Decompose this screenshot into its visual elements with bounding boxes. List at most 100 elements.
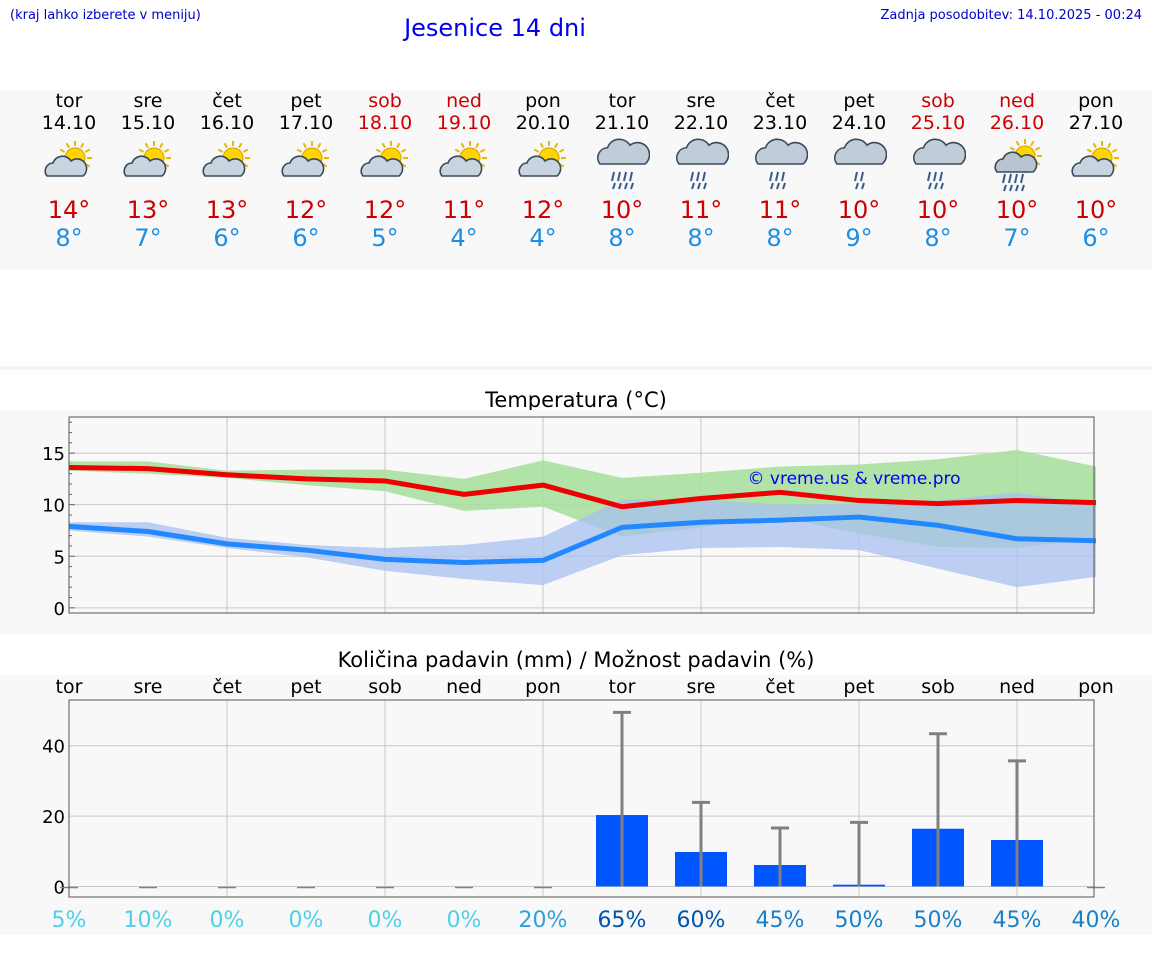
day-date: 17.10 bbox=[278, 112, 334, 134]
forecast-strip bbox=[0, 90, 1152, 270]
y-tick-label: 40 bbox=[42, 737, 65, 758]
day-column: pet 17.10 12° 6° bbox=[266, 90, 346, 252]
min-temperature: 6° bbox=[1082, 224, 1110, 252]
day-name: ned bbox=[446, 90, 482, 112]
precip-day-label: sre bbox=[134, 676, 163, 698]
max-temperature: 12° bbox=[521, 196, 565, 224]
day-name: pon bbox=[525, 90, 561, 112]
min-temperature: 9° bbox=[845, 224, 873, 252]
day-name: sob bbox=[368, 90, 402, 112]
day-date: 18.10 bbox=[357, 112, 413, 134]
min-temperature: 8° bbox=[766, 224, 794, 252]
precipitation-probability: 45% bbox=[993, 908, 1042, 933]
max-temperature: 10° bbox=[995, 196, 1039, 224]
precipitation-probability: 0% bbox=[447, 908, 482, 933]
precipitation-probability: 50% bbox=[835, 908, 884, 933]
day-date: 26.10 bbox=[989, 112, 1045, 134]
day-date: 22.10 bbox=[673, 112, 729, 134]
min-temperature-line bbox=[68, 514, 1097, 565]
max-temperature: 14° bbox=[47, 196, 91, 224]
precipitation-probability: 5% bbox=[52, 908, 87, 933]
rain-heavy-icon bbox=[594, 138, 651, 194]
rain-icon bbox=[752, 138, 809, 194]
y-tick-label: 5 bbox=[54, 547, 65, 568]
day-column: pon 27.10 10° 6° bbox=[1056, 90, 1136, 252]
rain-icon bbox=[673, 138, 730, 194]
y-tick-label: 10 bbox=[42, 496, 65, 517]
partly-cloudy-icon bbox=[1068, 138, 1124, 194]
day-column: tor 21.10 10° 8° bbox=[582, 90, 662, 252]
precip-day-label: čet bbox=[765, 676, 795, 698]
min-temperature: 7° bbox=[1003, 224, 1031, 252]
day-column: pon 20.10 12° 4° bbox=[503, 90, 583, 252]
precip-day-label: tor bbox=[609, 676, 636, 698]
precipitation-chart: tor sre čet pet sob ned pon tor sre čet pet sob ned p… bbox=[42, 676, 1121, 933]
location-hint[interactable]: (kraj lahko izberete v meniju) bbox=[10, 8, 201, 23]
day-column: sob 18.10 12° 5° bbox=[345, 90, 425, 252]
day-column: tor 14.10 14° 8° bbox=[29, 90, 109, 252]
y-tick-label: 0 bbox=[54, 877, 65, 898]
max-temperature-line bbox=[68, 465, 1097, 510]
min-temperature: 7° bbox=[134, 224, 162, 252]
max-temperature: 12° bbox=[363, 196, 407, 224]
precip-day-label: sob bbox=[368, 676, 402, 698]
precipitation-probability: 20% bbox=[519, 908, 568, 933]
max-temperature: 11° bbox=[758, 196, 802, 224]
rain-icon bbox=[910, 138, 967, 194]
day-date: 27.10 bbox=[1068, 112, 1124, 134]
precip-day-label: pet bbox=[843, 676, 874, 698]
y-tick-label: 15 bbox=[42, 444, 65, 465]
precipitation-probability: 60% bbox=[677, 908, 726, 933]
day-date: 23.10 bbox=[752, 112, 808, 134]
divider bbox=[0, 366, 1152, 370]
max-temperature: 11° bbox=[442, 196, 486, 224]
day-name: pet bbox=[290, 90, 322, 112]
partly-cloudy-icon bbox=[41, 138, 97, 194]
precipitation-probability: 65% bbox=[598, 908, 647, 933]
precip-day-label: čet bbox=[212, 676, 242, 698]
precipitation-chart-title: Količina padavin (mm) / Možnost padavin … bbox=[337, 648, 815, 672]
day-name: čet bbox=[212, 90, 242, 112]
precipitation-probability: 40% bbox=[1072, 908, 1121, 933]
temperature-chart-title: Temperatura (°C) bbox=[485, 388, 667, 412]
partly-cloudy-icon bbox=[357, 138, 413, 194]
precip-day-label: sob bbox=[921, 676, 955, 698]
precipitation-probability: 45% bbox=[756, 908, 805, 933]
precip-day-label: pon bbox=[525, 676, 561, 698]
day-date: 24.10 bbox=[831, 112, 887, 134]
sun-rain-icon bbox=[989, 138, 1045, 194]
min-temperature: 8° bbox=[608, 224, 636, 252]
y-tick-label: 20 bbox=[42, 807, 65, 828]
day-name: tor bbox=[55, 90, 83, 112]
min-temperature: 6° bbox=[213, 224, 241, 252]
max-temperature: 11° bbox=[679, 196, 723, 224]
day-name: tor bbox=[608, 90, 636, 112]
max-temperature: 10° bbox=[837, 196, 881, 224]
precipitation-probability: 50% bbox=[914, 908, 963, 933]
partly-cloudy-icon bbox=[199, 138, 255, 194]
precip-day-label: ned bbox=[999, 676, 1035, 698]
max-temperature: 10° bbox=[1074, 196, 1118, 224]
plot-frame bbox=[68, 416, 1095, 614]
max-temperature: 12° bbox=[284, 196, 328, 224]
page-title: Jesenice 14 dni bbox=[404, 14, 586, 42]
y-tick-label: 0 bbox=[54, 599, 65, 620]
day-column: čet 16.10 13° 6° bbox=[187, 90, 267, 252]
precip-day-label: pet bbox=[290, 676, 321, 698]
partly-cloudy-icon bbox=[278, 138, 334, 194]
min-temperature: 5° bbox=[371, 224, 399, 252]
max-temperature: 13° bbox=[205, 196, 249, 224]
day-column: čet 23.10 11° 8° bbox=[740, 90, 820, 252]
rain-light-icon bbox=[831, 138, 888, 194]
min-temperature: 8° bbox=[687, 224, 715, 252]
day-column: sre 15.10 13° 7° bbox=[108, 90, 188, 252]
precip-day-label: ned bbox=[446, 676, 482, 698]
precip-day-label: sre bbox=[687, 676, 716, 698]
day-date: 19.10 bbox=[436, 112, 492, 134]
day-date: 21.10 bbox=[594, 112, 650, 134]
day-name: pon bbox=[1078, 90, 1114, 112]
day-date: 14.10 bbox=[41, 112, 97, 134]
min-temperature: 4° bbox=[529, 224, 557, 252]
day-date: 25.10 bbox=[910, 112, 966, 134]
max-temperature: 10° bbox=[916, 196, 960, 224]
